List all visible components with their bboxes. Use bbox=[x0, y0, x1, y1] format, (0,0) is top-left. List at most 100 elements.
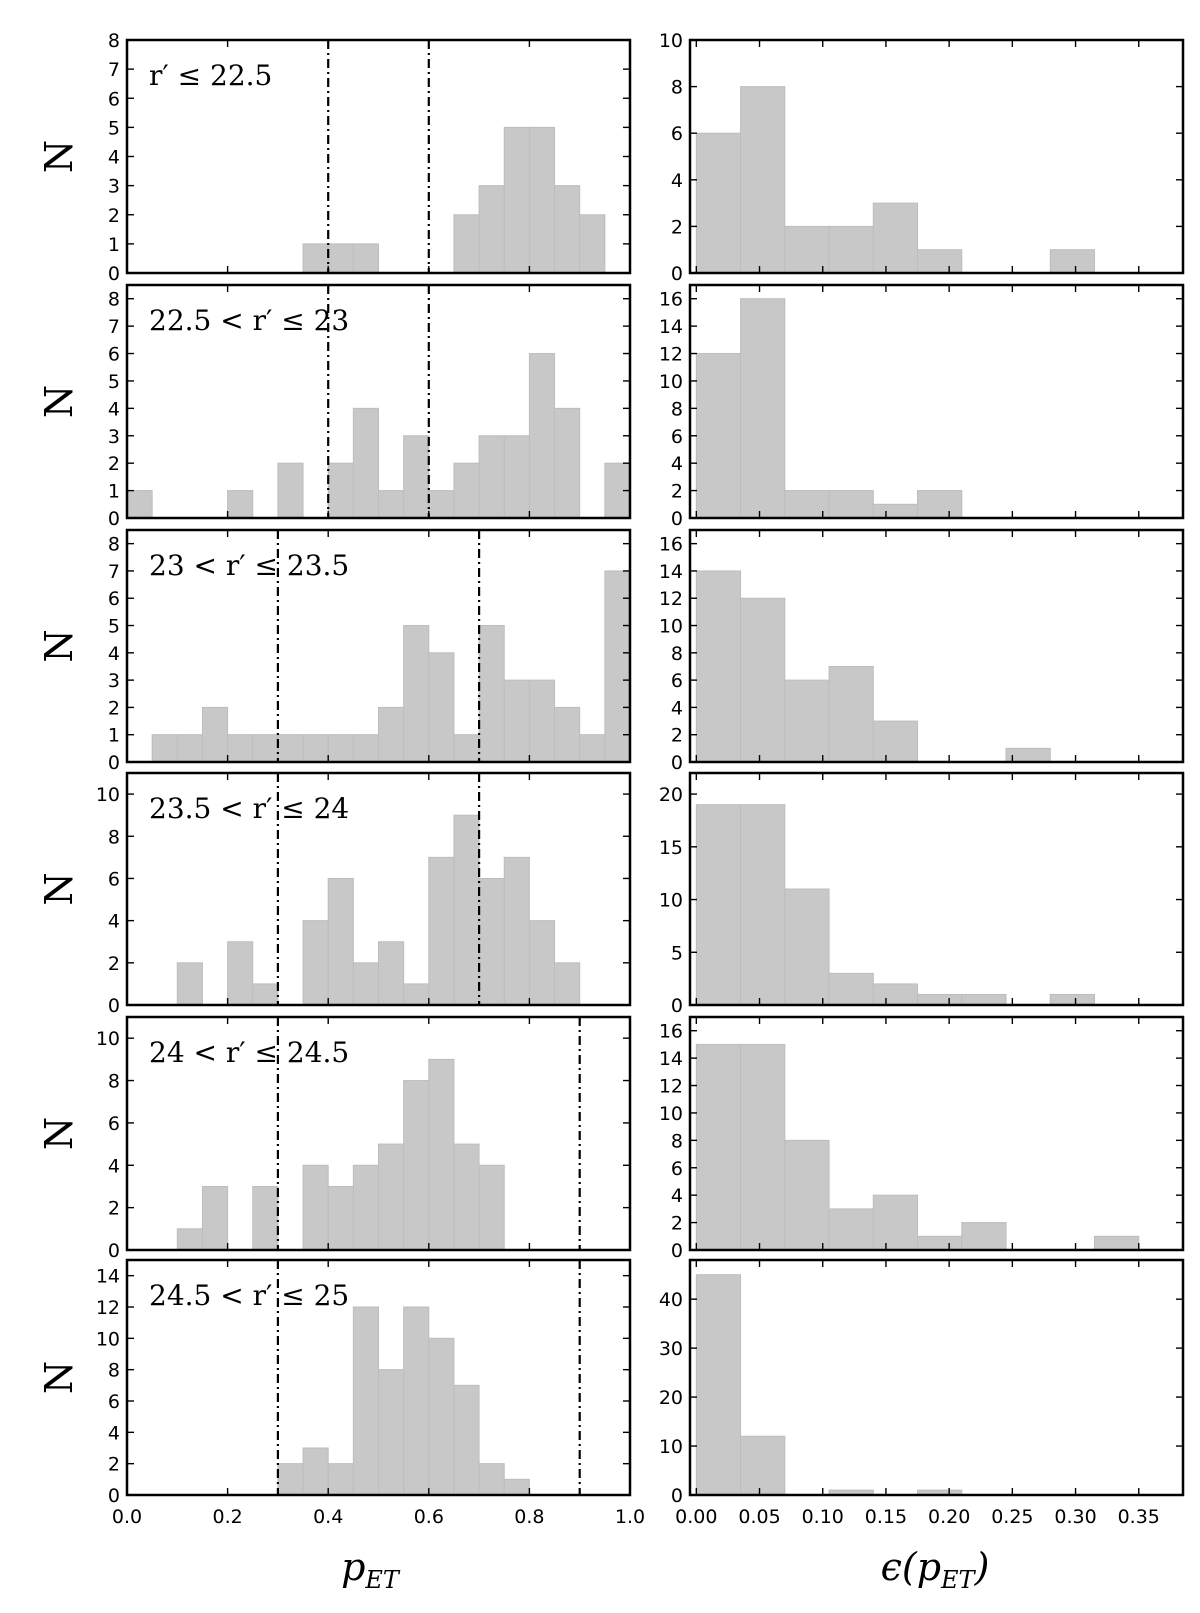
bar bbox=[378, 1369, 405, 1496]
bar bbox=[176, 734, 203, 763]
y-tick-label: 14 bbox=[659, 561, 683, 583]
bar bbox=[352, 1306, 380, 1496]
bar bbox=[917, 1235, 963, 1251]
bar bbox=[428, 490, 455, 519]
panel-right-5: 0 10 20 30 40 0.00 0.05 0.10 0.15 0.20 0.25 0.30 0.3… bbox=[659, 1258, 1185, 1528]
bar bbox=[478, 185, 505, 274]
axes-frame bbox=[125, 528, 632, 764]
panel-left-2: 0 1 2 3 4 5 6 7 8 N 23 < r′ ≤ 23.5 bbox=[37, 528, 632, 774]
bar bbox=[695, 570, 742, 763]
x-tick-label: 0.4 bbox=[313, 1506, 343, 1528]
y-tick-label: 0 bbox=[108, 1240, 120, 1262]
y-tick-label: 0 bbox=[671, 508, 683, 530]
axes-frame bbox=[688, 283, 1185, 520]
y-tick-label: 14 bbox=[96, 1266, 120, 1288]
bar bbox=[872, 720, 919, 763]
y-tick-label: 0 bbox=[671, 995, 683, 1017]
bar bbox=[352, 734, 380, 763]
y-tick-label: 0 bbox=[671, 263, 683, 285]
x-tick-label: 0.15 bbox=[865, 1506, 907, 1528]
bar bbox=[828, 1208, 874, 1251]
bar bbox=[403, 625, 430, 763]
bar bbox=[176, 1228, 203, 1251]
y-tick-label: 12 bbox=[96, 1297, 120, 1319]
bar bbox=[961, 993, 1007, 1006]
bar bbox=[579, 734, 606, 763]
y-tick-label: 3 bbox=[108, 426, 120, 448]
y-tick-label: 4 bbox=[108, 911, 120, 933]
bar bbox=[554, 185, 581, 274]
bar bbox=[740, 298, 786, 519]
bar bbox=[828, 225, 874, 274]
bar bbox=[478, 435, 505, 519]
y-tick-label: 6 bbox=[108, 1391, 120, 1413]
axes-frame bbox=[125, 1258, 632, 1497]
bar bbox=[327, 462, 354, 519]
bar bbox=[478, 625, 505, 763]
panel-right-2: 0 2 4 6 8 10 12 14 16 bbox=[659, 528, 1185, 774]
x-tick-label: 0.30 bbox=[1054, 1506, 1096, 1528]
bar bbox=[740, 804, 786, 1006]
y-tick-label: 8 bbox=[108, 1360, 120, 1382]
bar bbox=[1094, 1235, 1140, 1251]
panel-left-1: 0 1 2 3 4 5 6 7 8 N 22.5 < r′ ≤ 23 bbox=[37, 283, 632, 530]
y-tick-label: 2 bbox=[108, 953, 120, 975]
bar bbox=[453, 1384, 480, 1496]
bar bbox=[695, 1274, 742, 1496]
bar bbox=[872, 1194, 919, 1251]
y-tick-label: 8 bbox=[671, 77, 683, 99]
bar bbox=[327, 243, 354, 274]
panel-label: 24 < r′ ≤ 24.5 bbox=[149, 1036, 349, 1069]
y-tick-label: 0 bbox=[108, 752, 120, 774]
y-tick-label: 20 bbox=[659, 784, 683, 806]
y-tick-label: 16 bbox=[659, 534, 683, 556]
bar bbox=[872, 503, 919, 519]
bar bbox=[917, 249, 963, 274]
y-tick-label: 7 bbox=[108, 561, 120, 583]
bar bbox=[828, 665, 874, 763]
y-tick-label: 14 bbox=[659, 1048, 683, 1070]
panel-label: 23.5 < r′ ≤ 24 bbox=[149, 792, 349, 825]
y-tick-label: 2 bbox=[671, 725, 683, 747]
y-tick-label: 10 bbox=[659, 371, 683, 393]
y-tick-label: 40 bbox=[659, 1289, 683, 1311]
bar bbox=[227, 490, 254, 519]
y-tick-label: 16 bbox=[659, 289, 683, 311]
y-tick-label: 10 bbox=[96, 784, 120, 806]
y-tick-label: 4 bbox=[108, 1422, 120, 1444]
x-tick-label: 0.2 bbox=[212, 1506, 242, 1528]
bar bbox=[252, 983, 279, 1006]
y-tick-label: 8 bbox=[108, 1071, 120, 1093]
bar bbox=[428, 856, 455, 1006]
x-tick-label: 1.0 bbox=[615, 1506, 645, 1528]
y-tick-label: 2 bbox=[671, 481, 683, 503]
y-tick-label: 8 bbox=[108, 289, 120, 311]
axes-frame bbox=[125, 771, 632, 1007]
bar bbox=[828, 490, 874, 519]
bar bbox=[872, 202, 919, 274]
y-tick-label: 30 bbox=[659, 1338, 683, 1360]
bar bbox=[554, 706, 581, 763]
y-tick-label: 15 bbox=[659, 837, 683, 859]
y-tick-label: 5 bbox=[108, 616, 120, 638]
y-tick-label: 20 bbox=[659, 1387, 683, 1409]
right-x-axis-label: ϵ(pET) bbox=[881, 1545, 990, 1594]
x-tick-label: 0.10 bbox=[802, 1506, 844, 1528]
bar bbox=[277, 462, 304, 519]
bar bbox=[695, 132, 742, 274]
bar bbox=[828, 972, 874, 1006]
bar bbox=[277, 1463, 304, 1496]
bar bbox=[403, 983, 430, 1006]
y-tick-label: 2 bbox=[671, 1213, 683, 1235]
y-axis-label: N bbox=[37, 1361, 81, 1394]
bar bbox=[872, 983, 919, 1006]
bar bbox=[784, 679, 830, 763]
bar bbox=[740, 86, 786, 274]
bar bbox=[784, 225, 830, 274]
bar bbox=[151, 734, 178, 763]
y-tick-label: 8 bbox=[671, 398, 683, 420]
bar bbox=[327, 1463, 354, 1496]
x-tick-label: 0.25 bbox=[991, 1506, 1033, 1528]
y-tick-label: 6 bbox=[108, 588, 120, 610]
axes-frame bbox=[688, 771, 1185, 1007]
